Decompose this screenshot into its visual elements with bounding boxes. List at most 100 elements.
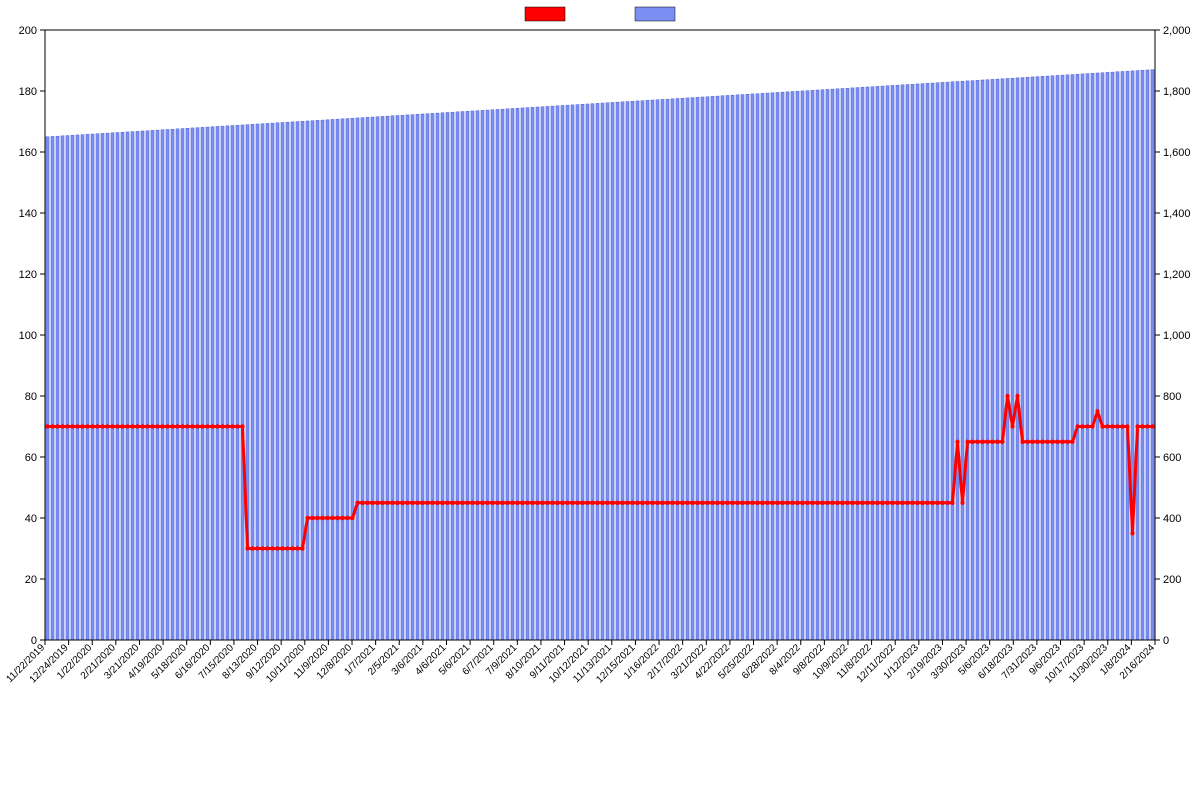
bar: [471, 111, 474, 640]
line-marker: [365, 501, 369, 505]
line-marker: [360, 501, 364, 505]
bar: [421, 114, 424, 640]
bar: [766, 93, 769, 640]
line-marker: [650, 501, 654, 505]
line-marker: [920, 501, 924, 505]
bar: [741, 95, 744, 640]
bar: [366, 117, 369, 640]
bar: [636, 101, 639, 640]
bar: [306, 121, 309, 640]
line-marker: [210, 424, 214, 428]
line-marker: [65, 424, 69, 428]
line-marker: [270, 546, 274, 550]
left-axis-label: 100: [19, 330, 37, 342]
bar: [616, 102, 619, 640]
bar: [66, 136, 69, 640]
bar: [661, 99, 664, 640]
bar: [501, 109, 504, 640]
line-marker: [995, 440, 999, 444]
bar: [526, 108, 529, 640]
bar: [826, 89, 829, 640]
bar: [986, 80, 989, 640]
bar: [391, 116, 394, 640]
bar: [851, 88, 854, 640]
line-marker: [570, 501, 574, 505]
line-marker: [50, 424, 54, 428]
line-marker: [640, 501, 644, 505]
line-marker: [220, 424, 224, 428]
bar: [736, 95, 739, 640]
bar: [86, 134, 89, 640]
bar: [386, 116, 389, 640]
bar: [486, 110, 489, 640]
bars-group: [46, 70, 1154, 640]
line-marker: [85, 424, 89, 428]
bar: [541, 107, 544, 640]
line-marker: [1150, 424, 1154, 428]
line-marker: [350, 516, 354, 520]
bar: [831, 89, 834, 640]
line-marker: [910, 501, 914, 505]
bar: [111, 133, 114, 640]
line-marker: [200, 424, 204, 428]
bar: [651, 100, 654, 640]
bar: [916, 84, 919, 640]
bar: [221, 126, 224, 640]
line-marker: [735, 501, 739, 505]
legend-swatch: [635, 7, 675, 21]
line-marker: [990, 440, 994, 444]
legend-swatch: [525, 7, 565, 21]
line-marker: [940, 501, 944, 505]
bar: [1106, 72, 1109, 640]
line-marker: [680, 501, 684, 505]
bar: [821, 90, 824, 640]
line-marker: [785, 501, 789, 505]
bar: [1101, 73, 1104, 640]
bar: [566, 105, 569, 640]
bar: [681, 98, 684, 640]
line-marker: [100, 424, 104, 428]
line-marker: [535, 501, 539, 505]
line-marker: [1040, 440, 1044, 444]
line-marker: [75, 424, 79, 428]
bar: [91, 134, 94, 640]
bar: [321, 120, 324, 640]
left-axis-label: 180: [19, 86, 37, 98]
bar: [716, 96, 719, 640]
bar: [1091, 73, 1094, 640]
bar: [856, 88, 859, 640]
line-marker: [335, 516, 339, 520]
bar: [866, 87, 869, 640]
bar: [196, 128, 199, 640]
line-marker: [730, 501, 734, 505]
bar: [331, 119, 334, 640]
bar: [146, 131, 149, 640]
line-marker: [775, 501, 779, 505]
line-marker: [215, 424, 219, 428]
line-marker: [1090, 424, 1094, 428]
bar: [1026, 77, 1029, 640]
line-marker: [240, 424, 244, 428]
bar: [346, 119, 349, 640]
bar: [226, 126, 229, 640]
line-marker: [185, 424, 189, 428]
line-marker: [195, 424, 199, 428]
line-marker: [745, 501, 749, 505]
bar: [1016, 78, 1019, 640]
bar: [231, 126, 234, 640]
line-marker: [630, 501, 634, 505]
line-marker: [325, 516, 329, 520]
line-marker: [1095, 409, 1099, 413]
bar: [611, 102, 614, 640]
bar: [371, 117, 374, 640]
line-marker: [760, 501, 764, 505]
line-marker: [795, 501, 799, 505]
bar: [606, 103, 609, 640]
bar: [816, 90, 819, 640]
bar: [891, 85, 894, 640]
bar: [876, 86, 879, 640]
line-marker: [520, 501, 524, 505]
line-marker: [930, 501, 934, 505]
chart-svg: 0204060801001201401601802000200400600800…: [0, 0, 1200, 800]
bar: [436, 113, 439, 640]
